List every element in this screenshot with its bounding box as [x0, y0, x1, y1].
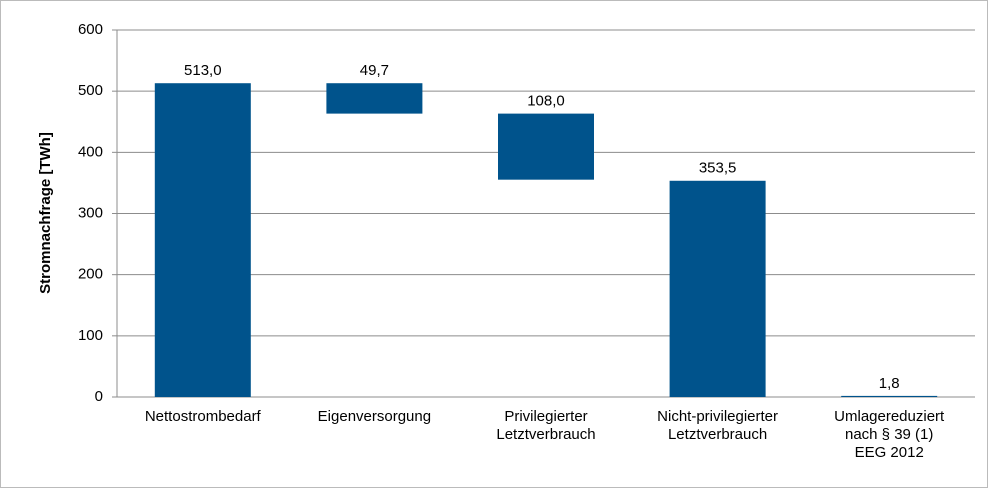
y-tick-label: 400 [78, 143, 103, 160]
value-label: 353,5 [699, 160, 737, 177]
value-label: 108,0 [527, 93, 565, 110]
x-tick-label: Umlagereduziert nach § 39 (1) EEG 2012 [834, 408, 945, 461]
value-label: 1,8 [879, 375, 900, 392]
bar [669, 180, 766, 397]
value-label: 513,0 [184, 62, 222, 79]
bar [498, 113, 594, 180]
y-tick-label: 500 [78, 82, 103, 99]
y-tick-label: 300 [78, 204, 103, 221]
bar [154, 83, 251, 397]
y-tick-label: 100 [78, 327, 103, 344]
y-tick-label: 200 [78, 266, 103, 283]
bar [841, 395, 938, 397]
x-tick-label: Eigenversorgung [317, 408, 432, 425]
y-tick-label: 600 [78, 21, 103, 38]
y-axis-label: Stromnachfrage [TWh] [37, 132, 54, 294]
x-tick-label: Nicht-privilegierter Letztverbrauch [657, 408, 779, 443]
y-tick-label: 0 [95, 388, 103, 405]
value-label: 49,7 [360, 62, 389, 79]
x-tick-label: Privilegierter Letztverbrauch [496, 408, 596, 443]
x-tick-label: Nettostrombedarf [144, 408, 261, 425]
bar [326, 83, 423, 114]
